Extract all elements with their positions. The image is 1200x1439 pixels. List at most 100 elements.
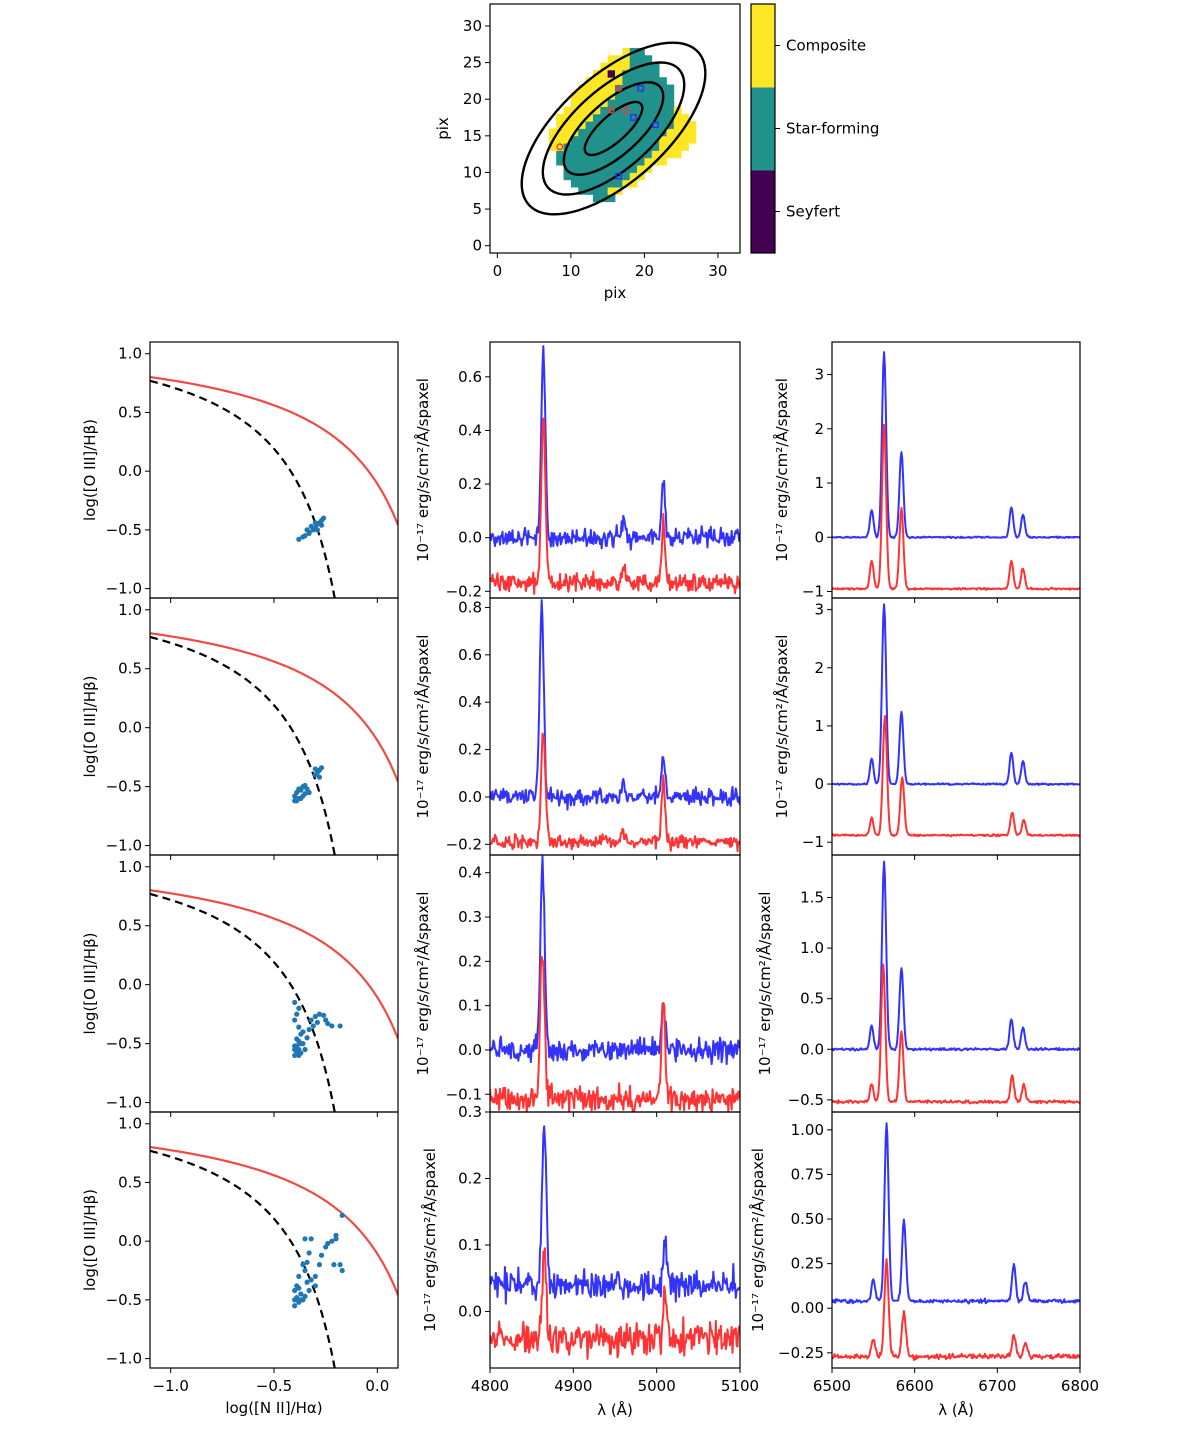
blue-spectrum: [832, 603, 1080, 787]
y-tick-label: 0.3: [458, 1103, 482, 1121]
map-pixel: [556, 150, 653, 159]
bpt-point: [294, 1036, 300, 1042]
y-tick-label: 0.2: [458, 475, 482, 493]
map-pixel: [563, 106, 601, 115]
x-tick-label: 6500: [813, 1377, 851, 1395]
y-tick-label: 0.5: [800, 990, 824, 1008]
y-tick-label: 0: [814, 775, 824, 793]
bpt-point: [339, 1212, 345, 1218]
axes-frame: [831, 341, 1081, 599]
bpt-point: [339, 1267, 345, 1274]
y-tick-label: 1.0: [118, 1115, 142, 1133]
bpt-point: [337, 1262, 343, 1268]
colorbar-segment: [751, 170, 775, 254]
axes-frame: [149, 341, 399, 599]
aperture-ellipse: [541, 61, 686, 196]
map-pixel: [578, 84, 616, 93]
bpt-panel-2: −1.0 −0.5 0.0 0.5 1.0 log([O III]/Hβ): [81, 597, 399, 860]
y-tick-label: 0.0: [458, 1302, 482, 1320]
y-tick-label: 0.6: [458, 646, 482, 664]
red-spectrum: [832, 715, 1080, 838]
y-tick-label: 0.50: [791, 1210, 824, 1228]
bpt-point: [314, 1019, 320, 1026]
bpt-point: [294, 1283, 300, 1289]
y-tick-label: 0.0: [118, 719, 142, 737]
map-pixel: [585, 77, 623, 85]
y-tick-label: 0.75: [791, 1165, 824, 1183]
bpt-point: [312, 1273, 318, 1280]
axes-frame: [149, 597, 399, 856]
bpt-point: [292, 1017, 298, 1023]
map-pixel: [563, 172, 631, 181]
axes-frame: [489, 1111, 741, 1369]
map-pixel: [622, 69, 660, 78]
red-spectrum: [832, 1258, 1080, 1361]
aperture-ellipse: [562, 81, 665, 176]
x-tick-label: 0: [493, 262, 503, 280]
map-pixel: [622, 47, 631, 56]
red-spectrum: [832, 423, 1080, 591]
y-tick-label: −1.0: [106, 1350, 142, 1368]
map-pixel: [592, 113, 675, 122]
map-pixel: [622, 77, 667, 85]
axes-frame: [489, 597, 741, 856]
bpt-point: [304, 1035, 310, 1041]
bpt-panel-1: −1.0 −0.5 0.0 0.5 1.0 log([O III]/Hβ): [81, 341, 399, 603]
y-tick-label: −0.5: [106, 778, 142, 796]
bpt-point: [300, 1029, 306, 1035]
x-tick-label: 0.0: [365, 1377, 389, 1395]
map-pixel: [556, 113, 594, 122]
bpt-point: [325, 1240, 331, 1247]
spectrum-y-label: 10⁻¹⁷ erg/s/cm²/Å/spaxel: [413, 635, 432, 819]
bpt-point: [292, 999, 298, 1005]
map-y-label: pix: [434, 117, 452, 140]
bpt-point: [296, 1005, 302, 1011]
y-tick-label: 0.2: [458, 1169, 482, 1187]
y-tick-label: 0.5: [118, 1173, 142, 1191]
y-tick-label: 0.5: [118, 403, 142, 421]
y-tick-label: 0.0: [458, 529, 482, 547]
plot-area: [150, 632, 398, 855]
spectrum-x-label: λ (Å): [938, 1400, 974, 1419]
y-tick-label: 0.2: [458, 741, 482, 759]
y-tick-label: 0.4: [458, 864, 482, 882]
blue-spectrum: [832, 1122, 1080, 1305]
map-pixel: [592, 194, 616, 203]
y-tick-label: 0.8: [458, 598, 482, 616]
y-tick-label: 0.0: [458, 1041, 482, 1059]
kewley-line: [150, 1145, 398, 1296]
plot-area: [150, 889, 398, 1112]
map-pixel: [600, 106, 675, 115]
aperture-ellipse: [520, 41, 707, 216]
bpt-point: [316, 1011, 323, 1017]
y-tick-label: 15: [463, 127, 482, 145]
map-pixel: [659, 143, 689, 151]
y-tick-label: 1.5: [800, 888, 824, 906]
axes-frame: [489, 341, 741, 599]
y-tick-label: 1.0: [118, 601, 142, 619]
y-tick-label: 20: [463, 90, 482, 108]
bpt-point: [306, 530, 312, 537]
colorbar-segment: [751, 87, 775, 171]
bpt-point: [308, 1236, 314, 1242]
aperture-ellipse: [583, 100, 644, 157]
bpt-point: [312, 766, 318, 772]
halpha-panel-1: −1 0 1 2 3 10⁻¹⁷ erg/s/cm²/Å/spaxel: [772, 341, 1081, 603]
bpt-point: [296, 536, 302, 542]
red-spectrum: [490, 1247, 740, 1360]
bpt-y-label: log([O III]/Hβ): [81, 675, 99, 777]
map-pixel: [629, 55, 653, 63]
y-tick-label: 1: [814, 717, 824, 735]
bpt-point: [296, 786, 302, 792]
axes-frame: [149, 1111, 399, 1369]
blue-square-marker: [637, 84, 645, 92]
spectrum-y-label: 10⁻¹⁷ erg/s/cm²/Å/spaxel: [755, 892, 774, 1076]
plot-area: [520, 41, 707, 216]
bpt-point: [316, 1262, 323, 1268]
map-pixel: [570, 179, 623, 188]
y-tick-label: −1: [802, 833, 824, 851]
bpt-point: [298, 1291, 304, 1297]
bpt-point: [298, 795, 304, 802]
axes-frame: [831, 597, 1081, 856]
